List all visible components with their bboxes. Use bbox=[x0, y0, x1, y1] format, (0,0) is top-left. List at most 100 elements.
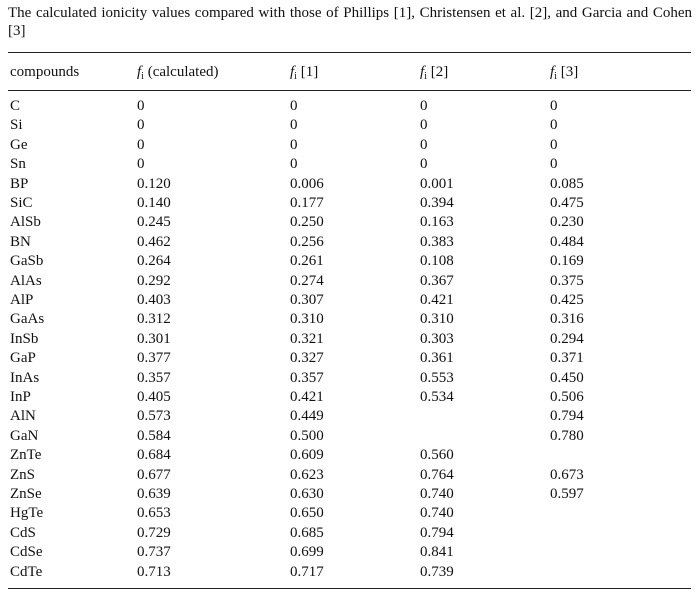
fi-ref-3-cell: 0.673 bbox=[550, 467, 584, 483]
column-header-compounds: compounds bbox=[10, 64, 80, 80]
compound-cell: BP bbox=[10, 176, 29, 192]
table-row: GaN 0.584 0.500 0.780 bbox=[0, 426, 699, 446]
compound-cell: AlN bbox=[10, 408, 36, 424]
fi-subscript: i bbox=[554, 71, 557, 82]
fi-ref-3-cell: 0.294 bbox=[550, 331, 584, 347]
compound-cell: InP bbox=[10, 389, 31, 405]
fi-ref-1-cell: 0.307 bbox=[290, 292, 324, 308]
compound-cell: AlSb bbox=[10, 214, 41, 230]
fi-ref-3-cell: 0 bbox=[550, 137, 558, 153]
compound-cell: GaAs bbox=[10, 311, 45, 327]
fi-calculated-cell: 0.713 bbox=[137, 564, 171, 580]
fi-ref-1-cell: 0.310 bbox=[290, 311, 324, 327]
fi-ref-3-cell: 0.450 bbox=[550, 370, 584, 386]
fi-ref-1-cell: 0.699 bbox=[290, 544, 324, 560]
fi-calculated-cell: 0.677 bbox=[137, 467, 171, 483]
table-row: ZnTe 0.684 0.609 0.560 bbox=[0, 445, 699, 465]
fi-ref-1-cell: 0.327 bbox=[290, 350, 324, 366]
fi-ref-3-cell: 0.085 bbox=[550, 176, 584, 192]
table-bottom-rule bbox=[8, 588, 691, 589]
fi-ref-3-cell: 0.425 bbox=[550, 292, 584, 308]
column-header-suffix: [3] bbox=[556, 64, 579, 80]
fi-ref-3-cell: 0.169 bbox=[550, 253, 584, 269]
fi-ref-2-cell: 0.841 bbox=[420, 544, 454, 560]
compound-cell: BN bbox=[10, 234, 31, 250]
fi-calculated-cell: 0.737 bbox=[137, 544, 171, 560]
fi-symbol: f bbox=[420, 64, 425, 80]
fi-calculated-cell: 0 bbox=[137, 137, 145, 153]
table-row: BP 0.120 0.006 0.001 0.085 bbox=[0, 174, 699, 194]
table-row: AlAs 0.292 0.274 0.367 0.375 bbox=[0, 271, 699, 291]
compound-cell: Sn bbox=[10, 156, 26, 172]
fi-ref-3-cell: 0.230 bbox=[550, 214, 584, 230]
fi-ref-2-cell: 0.303 bbox=[420, 331, 454, 347]
compound-cell: C bbox=[10, 98, 21, 114]
fi-ref-1-cell: 0.500 bbox=[290, 428, 324, 444]
fi-ref-2-cell: 0.361 bbox=[420, 350, 454, 366]
fi-ref-3-cell: 0.506 bbox=[550, 389, 584, 405]
fi-ref-1-cell: 0.177 bbox=[290, 195, 324, 211]
table-row: GaSb 0.264 0.261 0.108 0.169 bbox=[0, 251, 699, 271]
fi-calculated-cell: 0.403 bbox=[137, 292, 171, 308]
fi-calculated-cell: 0.639 bbox=[137, 486, 171, 502]
fi-calculated-cell: 0.584 bbox=[137, 428, 171, 444]
table-row: BN 0.462 0.256 0.383 0.484 bbox=[0, 232, 699, 252]
fi-ref-2-cell: 0.367 bbox=[420, 273, 454, 289]
fi-ref-3-cell: 0.780 bbox=[550, 428, 584, 444]
fi-ref-2-cell: 0.553 bbox=[420, 370, 454, 386]
compound-cell: CdSe bbox=[10, 544, 43, 560]
fi-ref-1-cell: 0.623 bbox=[290, 467, 324, 483]
table-row: CdS 0.729 0.685 0.794 bbox=[0, 523, 699, 543]
fi-ref-1-cell: 0.421 bbox=[290, 389, 324, 405]
fi-calculated-cell: 0.729 bbox=[137, 525, 171, 541]
fi-ref-1-cell: 0 bbox=[290, 117, 298, 133]
fi-subscript: i bbox=[141, 71, 144, 82]
fi-ref-1-cell: 0.321 bbox=[290, 331, 324, 347]
fi-ref-2-cell: 0.534 bbox=[420, 389, 454, 405]
column-header-suffix: (calculated) bbox=[143, 64, 219, 80]
table-row: InAs 0.357 0.357 0.553 0.450 bbox=[0, 368, 699, 388]
fi-calculated-cell: 0.264 bbox=[137, 253, 171, 269]
compound-cell: InSb bbox=[10, 331, 39, 347]
fi-ref-3-cell: 0.371 bbox=[550, 350, 584, 366]
compound-cell: HgTe bbox=[10, 505, 44, 521]
fi-ref-2-cell: 0.739 bbox=[420, 564, 454, 580]
compound-cell: AlAs bbox=[10, 273, 42, 289]
fi-symbol: f bbox=[137, 64, 142, 80]
fi-ref-3-cell: 0 bbox=[550, 156, 558, 172]
fi-ref-3-cell: 0.597 bbox=[550, 486, 584, 502]
compound-cell: Si bbox=[10, 117, 23, 133]
fi-ref-2-cell: 0.764 bbox=[420, 467, 454, 483]
compound-cell: ZnS bbox=[10, 467, 36, 483]
table-row: GaP 0.377 0.327 0.361 0.371 bbox=[0, 348, 699, 368]
fi-calculated-cell: 0.573 bbox=[137, 408, 171, 424]
fi-calculated-cell: 0.684 bbox=[137, 447, 171, 463]
table-header-row: compounds fi (calculated) fi [1] fi [2] … bbox=[0, 62, 699, 82]
fi-ref-3-cell: 0.316 bbox=[550, 311, 584, 327]
fi-ref-1-cell: 0.357 bbox=[290, 370, 324, 386]
table-header-rule bbox=[8, 90, 691, 91]
compound-cell: AlP bbox=[10, 292, 34, 308]
column-header-suffix: [1] bbox=[296, 64, 319, 80]
fi-ref-2-cell: 0.310 bbox=[420, 311, 454, 327]
fi-ref-1-cell: 0.250 bbox=[290, 214, 324, 230]
fi-ref-1-cell: 0.261 bbox=[290, 253, 324, 269]
table-row: InSb 0.301 0.321 0.303 0.294 bbox=[0, 329, 699, 349]
column-header-fi-ref-3: fi [3] bbox=[550, 62, 578, 82]
fi-ref-2-cell: 0.421 bbox=[420, 292, 454, 308]
fi-calculated-cell: 0.245 bbox=[137, 214, 171, 230]
fi-ref-2-cell: 0 bbox=[420, 98, 428, 114]
fi-ref-2-cell: 0.108 bbox=[420, 253, 454, 269]
table-row: SiC 0.140 0.177 0.394 0.475 bbox=[0, 193, 699, 213]
fi-ref-3-cell: 0.484 bbox=[550, 234, 584, 250]
fi-calculated-cell: 0.120 bbox=[137, 176, 171, 192]
table-row: Si 0 0 0 0 bbox=[0, 115, 699, 135]
fi-ref-1-cell: 0.650 bbox=[290, 505, 324, 521]
fi-ref-1-cell: 0 bbox=[290, 156, 298, 172]
fi-ref-1-cell: 0.006 bbox=[290, 176, 324, 192]
fi-ref-1-cell: 0.274 bbox=[290, 273, 324, 289]
fi-calculated-cell: 0.462 bbox=[137, 234, 171, 250]
compound-cell: GaN bbox=[10, 428, 39, 444]
compound-cell: SiC bbox=[10, 195, 33, 211]
table-row: ZnSe 0.639 0.630 0.740 0.597 bbox=[0, 484, 699, 504]
